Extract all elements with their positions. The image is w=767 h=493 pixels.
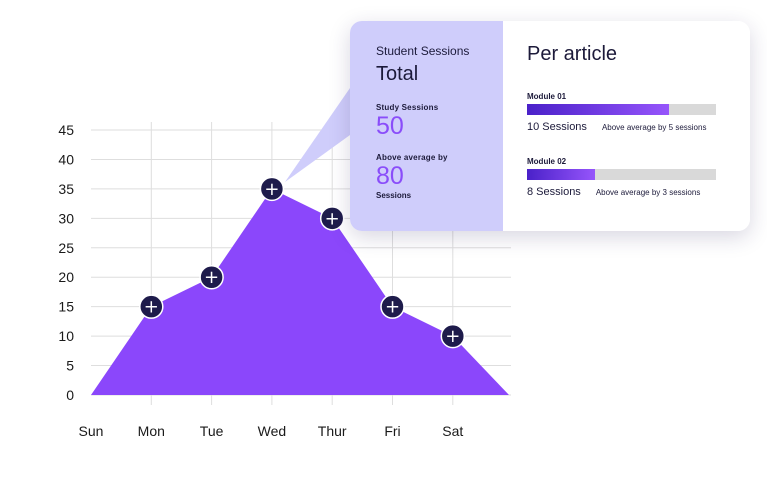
sessions-card: Student Sessions Total Study Sessions 50… bbox=[350, 21, 750, 231]
data-point-marker-sat[interactable]: + bbox=[440, 323, 466, 349]
y-tick-label: 20 bbox=[58, 269, 74, 285]
card-title: Total bbox=[376, 63, 419, 85]
area-series bbox=[91, 188, 509, 395]
data-point-marker-mon[interactable]: + bbox=[139, 294, 164, 319]
per-article-title: Per article bbox=[527, 43, 618, 65]
plus-icon: + bbox=[264, 179, 279, 200]
module-progress-track bbox=[527, 169, 716, 180]
y-tick-label: 40 bbox=[58, 151, 74, 167]
callout-pointer bbox=[285, 88, 350, 182]
module-progress-fill bbox=[527, 104, 669, 115]
y-axis-ticks: 0 5 10 15 20 25 30 35 40 45 bbox=[58, 122, 74, 403]
above-average-value: 80 bbox=[376, 162, 404, 190]
module-note: Above average by 5 sessions bbox=[601, 123, 707, 132]
plus-icon: + bbox=[204, 267, 219, 288]
module-meta: 8 Sessions Above average by 3 sessions bbox=[527, 186, 750, 198]
per-article-panel: Per article Module 01 10 Sessions Above … bbox=[503, 21, 750, 231]
study-sessions-label: Study Sessions bbox=[376, 103, 439, 112]
module-meta: 10 Sessions Above average by 5 sessions bbox=[527, 121, 750, 133]
above-average-label: Above average by bbox=[376, 153, 448, 162]
plus-icon: + bbox=[144, 297, 159, 318]
y-tick-label: 30 bbox=[58, 210, 74, 226]
chart-area-layer bbox=[91, 188, 509, 395]
card-subtitle: Student Sessions bbox=[376, 44, 470, 58]
module-sessions: 8 Sessions bbox=[527, 186, 581, 198]
y-tick-label: 15 bbox=[58, 299, 74, 315]
y-tick-label: 25 bbox=[58, 240, 74, 256]
x-tick-label: Wed bbox=[258, 423, 287, 439]
module-progress-track bbox=[527, 104, 716, 115]
x-axis-labels: Sun Mon Tue Wed Thur Fri Sat bbox=[79, 423, 464, 439]
y-tick-label: 35 bbox=[58, 181, 74, 197]
y-tick-label: 0 bbox=[66, 387, 74, 403]
data-point-marker-fri[interactable]: + bbox=[380, 294, 405, 319]
x-tick-label: Fri bbox=[384, 423, 400, 439]
x-tick-label: Thur bbox=[318, 423, 347, 439]
module-sessions: 10 Sessions bbox=[527, 121, 587, 133]
study-sessions-value: 50 bbox=[376, 112, 404, 140]
y-tick-label: 5 bbox=[66, 358, 74, 374]
module-name: Module 02 bbox=[527, 157, 567, 166]
module-name: Module 01 bbox=[527, 92, 567, 101]
plus-icon: + bbox=[325, 208, 340, 229]
y-tick-label: 45 bbox=[58, 122, 74, 138]
x-tick-label: Mon bbox=[138, 423, 165, 439]
data-point-marker-thur[interactable]: + bbox=[319, 206, 345, 231]
x-tick-label: Sat bbox=[442, 423, 463, 439]
module-item: Module 02 8 Sessions Above average by 3 … bbox=[527, 157, 750, 198]
plus-icon: + bbox=[385, 297, 400, 318]
data-point-marker-wed[interactable]: + bbox=[259, 176, 285, 202]
x-tick-label: Sun bbox=[79, 423, 104, 439]
module-item: Module 01 10 Sessions Above average by 5… bbox=[527, 92, 750, 133]
y-tick-label: 10 bbox=[58, 328, 74, 344]
module-note: Above average by 3 sessions bbox=[595, 188, 701, 197]
module-progress-fill bbox=[527, 169, 596, 180]
plus-icon: + bbox=[445, 326, 460, 347]
totals-panel: Student Sessions Total Study Sessions 50… bbox=[350, 21, 503, 231]
above-average-unit: Sessions bbox=[376, 191, 412, 200]
x-tick-label: Tue bbox=[200, 423, 224, 439]
data-point-marker-tue[interactable]: + bbox=[199, 264, 224, 290]
chart-marker-layer: + + + + + + bbox=[139, 176, 466, 349]
